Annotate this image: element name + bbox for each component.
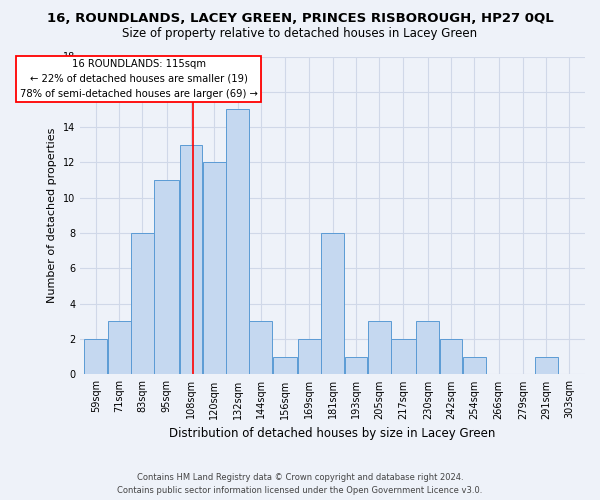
- Bar: [463, 357, 486, 374]
- Bar: [416, 322, 439, 374]
- Bar: [203, 162, 226, 374]
- Bar: [154, 180, 179, 374]
- Bar: [107, 322, 131, 374]
- Bar: [391, 339, 416, 374]
- Bar: [440, 339, 463, 374]
- Bar: [321, 233, 344, 374]
- Bar: [85, 339, 107, 374]
- Bar: [298, 339, 321, 374]
- Bar: [344, 357, 367, 374]
- Text: 16, ROUNDLANDS, LACEY GREEN, PRINCES RISBOROUGH, HP27 0QL: 16, ROUNDLANDS, LACEY GREEN, PRINCES RIS…: [47, 12, 553, 26]
- Text: 16 ROUNDLANDS: 115sqm
← 22% of detached houses are smaller (19)
78% of semi-deta: 16 ROUNDLANDS: 115sqm ← 22% of detached …: [20, 59, 257, 98]
- Y-axis label: Number of detached properties: Number of detached properties: [47, 128, 58, 303]
- Bar: [368, 322, 391, 374]
- Bar: [250, 322, 272, 374]
- X-axis label: Distribution of detached houses by size in Lacey Green: Distribution of detached houses by size …: [169, 427, 496, 440]
- Bar: [273, 357, 298, 374]
- Bar: [179, 145, 202, 374]
- Bar: [131, 233, 154, 374]
- Bar: [535, 357, 557, 374]
- Text: Size of property relative to detached houses in Lacey Green: Size of property relative to detached ho…: [122, 28, 478, 40]
- Text: Contains HM Land Registry data © Crown copyright and database right 2024.
Contai: Contains HM Land Registry data © Crown c…: [118, 474, 482, 495]
- Bar: [226, 110, 249, 374]
